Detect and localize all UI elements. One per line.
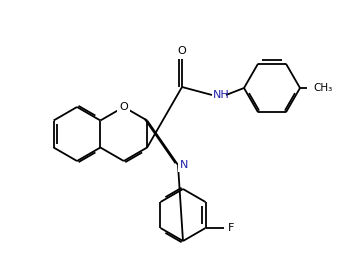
Text: NH: NH — [213, 90, 230, 100]
Text: O: O — [119, 102, 128, 112]
Text: F: F — [227, 223, 234, 233]
Text: O: O — [178, 46, 186, 56]
Text: CH₃: CH₃ — [313, 83, 332, 93]
Text: N: N — [180, 160, 188, 170]
